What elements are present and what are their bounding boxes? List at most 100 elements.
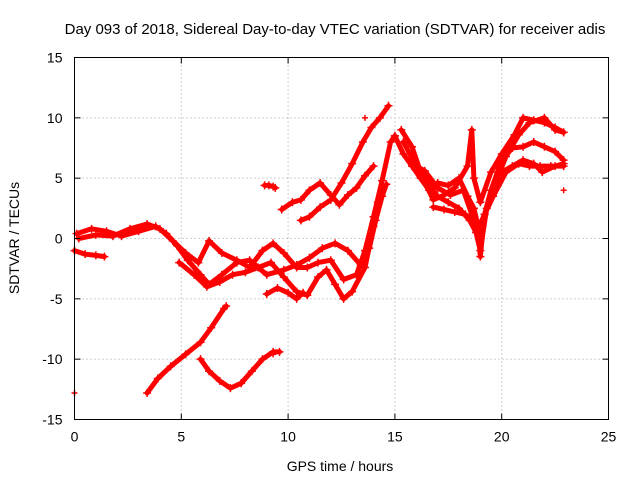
data-point bbox=[262, 290, 271, 299]
data-point bbox=[194, 258, 203, 267]
data-point bbox=[519, 156, 528, 165]
data-point bbox=[348, 287, 357, 296]
data-point bbox=[369, 222, 378, 231]
y-axis-label: SDTVAR / TECUs bbox=[6, 182, 22, 294]
data-point bbox=[390, 131, 399, 140]
data-point bbox=[205, 367, 214, 376]
data-point bbox=[215, 277, 224, 286]
series-track-s13 bbox=[400, 115, 567, 254]
data-point bbox=[217, 270, 226, 279]
data-point bbox=[399, 137, 408, 146]
data-point bbox=[519, 113, 528, 122]
x-tick-label: 15 bbox=[387, 429, 403, 445]
data-point bbox=[433, 192, 442, 201]
data-point bbox=[476, 228, 485, 237]
data-point bbox=[258, 355, 267, 364]
data-point bbox=[322, 265, 331, 274]
data-point bbox=[175, 258, 184, 267]
data-point bbox=[196, 338, 205, 347]
y-tick-label: -15 bbox=[42, 412, 62, 428]
data-point bbox=[514, 130, 523, 139]
data-point bbox=[237, 379, 246, 388]
data-point bbox=[292, 263, 301, 272]
data-point bbox=[217, 248, 226, 257]
data-point bbox=[303, 291, 312, 300]
data-point bbox=[529, 137, 538, 146]
data-point bbox=[316, 178, 325, 187]
data-point bbox=[100, 252, 109, 261]
data-point bbox=[305, 253, 314, 262]
data-point bbox=[559, 128, 568, 137]
data-point bbox=[269, 239, 278, 248]
data-point bbox=[279, 273, 288, 282]
data-point bbox=[459, 186, 468, 195]
data-point bbox=[155, 224, 164, 233]
data-point bbox=[181, 350, 190, 359]
data-point bbox=[529, 159, 538, 168]
y-tick-label: -5 bbox=[50, 291, 63, 307]
data-point bbox=[288, 198, 297, 207]
data-point bbox=[271, 183, 280, 192]
data-point bbox=[196, 355, 205, 364]
data-point bbox=[190, 270, 199, 279]
data-point bbox=[284, 288, 293, 297]
data-point bbox=[440, 205, 449, 214]
data-point bbox=[247, 367, 256, 376]
data-point bbox=[143, 388, 152, 397]
x-tick-label: 5 bbox=[177, 429, 185, 445]
data-point bbox=[508, 162, 517, 171]
data-point bbox=[407, 142, 416, 151]
data-point bbox=[525, 118, 534, 127]
data-point bbox=[339, 294, 348, 303]
data-point bbox=[303, 263, 312, 272]
data-point bbox=[540, 113, 549, 122]
data-point bbox=[461, 210, 470, 219]
data-point bbox=[318, 244, 327, 253]
data-point bbox=[559, 159, 568, 168]
data-point bbox=[207, 323, 216, 332]
y-tick-label: 5 bbox=[55, 170, 63, 186]
data-point bbox=[425, 180, 434, 189]
data-point bbox=[519, 142, 528, 151]
data-point bbox=[399, 150, 408, 159]
data-point bbox=[373, 198, 382, 207]
data-point bbox=[222, 302, 231, 311]
data-point bbox=[540, 142, 549, 151]
data-point bbox=[279, 248, 288, 257]
data-point bbox=[339, 275, 348, 284]
data-point bbox=[126, 224, 135, 233]
data-point bbox=[429, 203, 438, 212]
data-point bbox=[108, 232, 117, 241]
data-point bbox=[331, 239, 340, 248]
x-tick-label: 0 bbox=[71, 429, 79, 445]
data-point bbox=[275, 347, 284, 356]
data-point bbox=[497, 150, 506, 159]
data-point bbox=[305, 212, 314, 221]
data-point bbox=[444, 181, 453, 190]
data-point bbox=[326, 256, 335, 265]
data-point bbox=[412, 162, 421, 171]
data-point bbox=[87, 224, 96, 233]
data-point bbox=[91, 230, 100, 239]
isolated-point bbox=[270, 351, 277, 358]
x-tick-label: 20 bbox=[494, 429, 510, 445]
data-point bbox=[551, 125, 560, 134]
data-point bbox=[551, 147, 560, 156]
data-point bbox=[335, 200, 344, 209]
data-point bbox=[397, 125, 406, 134]
series-track-s9 bbox=[144, 303, 229, 396]
data-point bbox=[316, 203, 325, 212]
data-point bbox=[264, 181, 273, 190]
data-point bbox=[143, 220, 152, 229]
plot-data bbox=[70, 101, 568, 397]
data-point bbox=[367, 123, 376, 132]
data-point bbox=[91, 251, 100, 260]
data-point bbox=[433, 183, 442, 192]
isolated-point bbox=[560, 187, 567, 194]
data-point bbox=[501, 152, 510, 161]
data-point bbox=[375, 113, 384, 122]
series-track-s3 bbox=[72, 248, 107, 260]
data-point bbox=[337, 178, 346, 187]
data-point bbox=[232, 256, 241, 265]
